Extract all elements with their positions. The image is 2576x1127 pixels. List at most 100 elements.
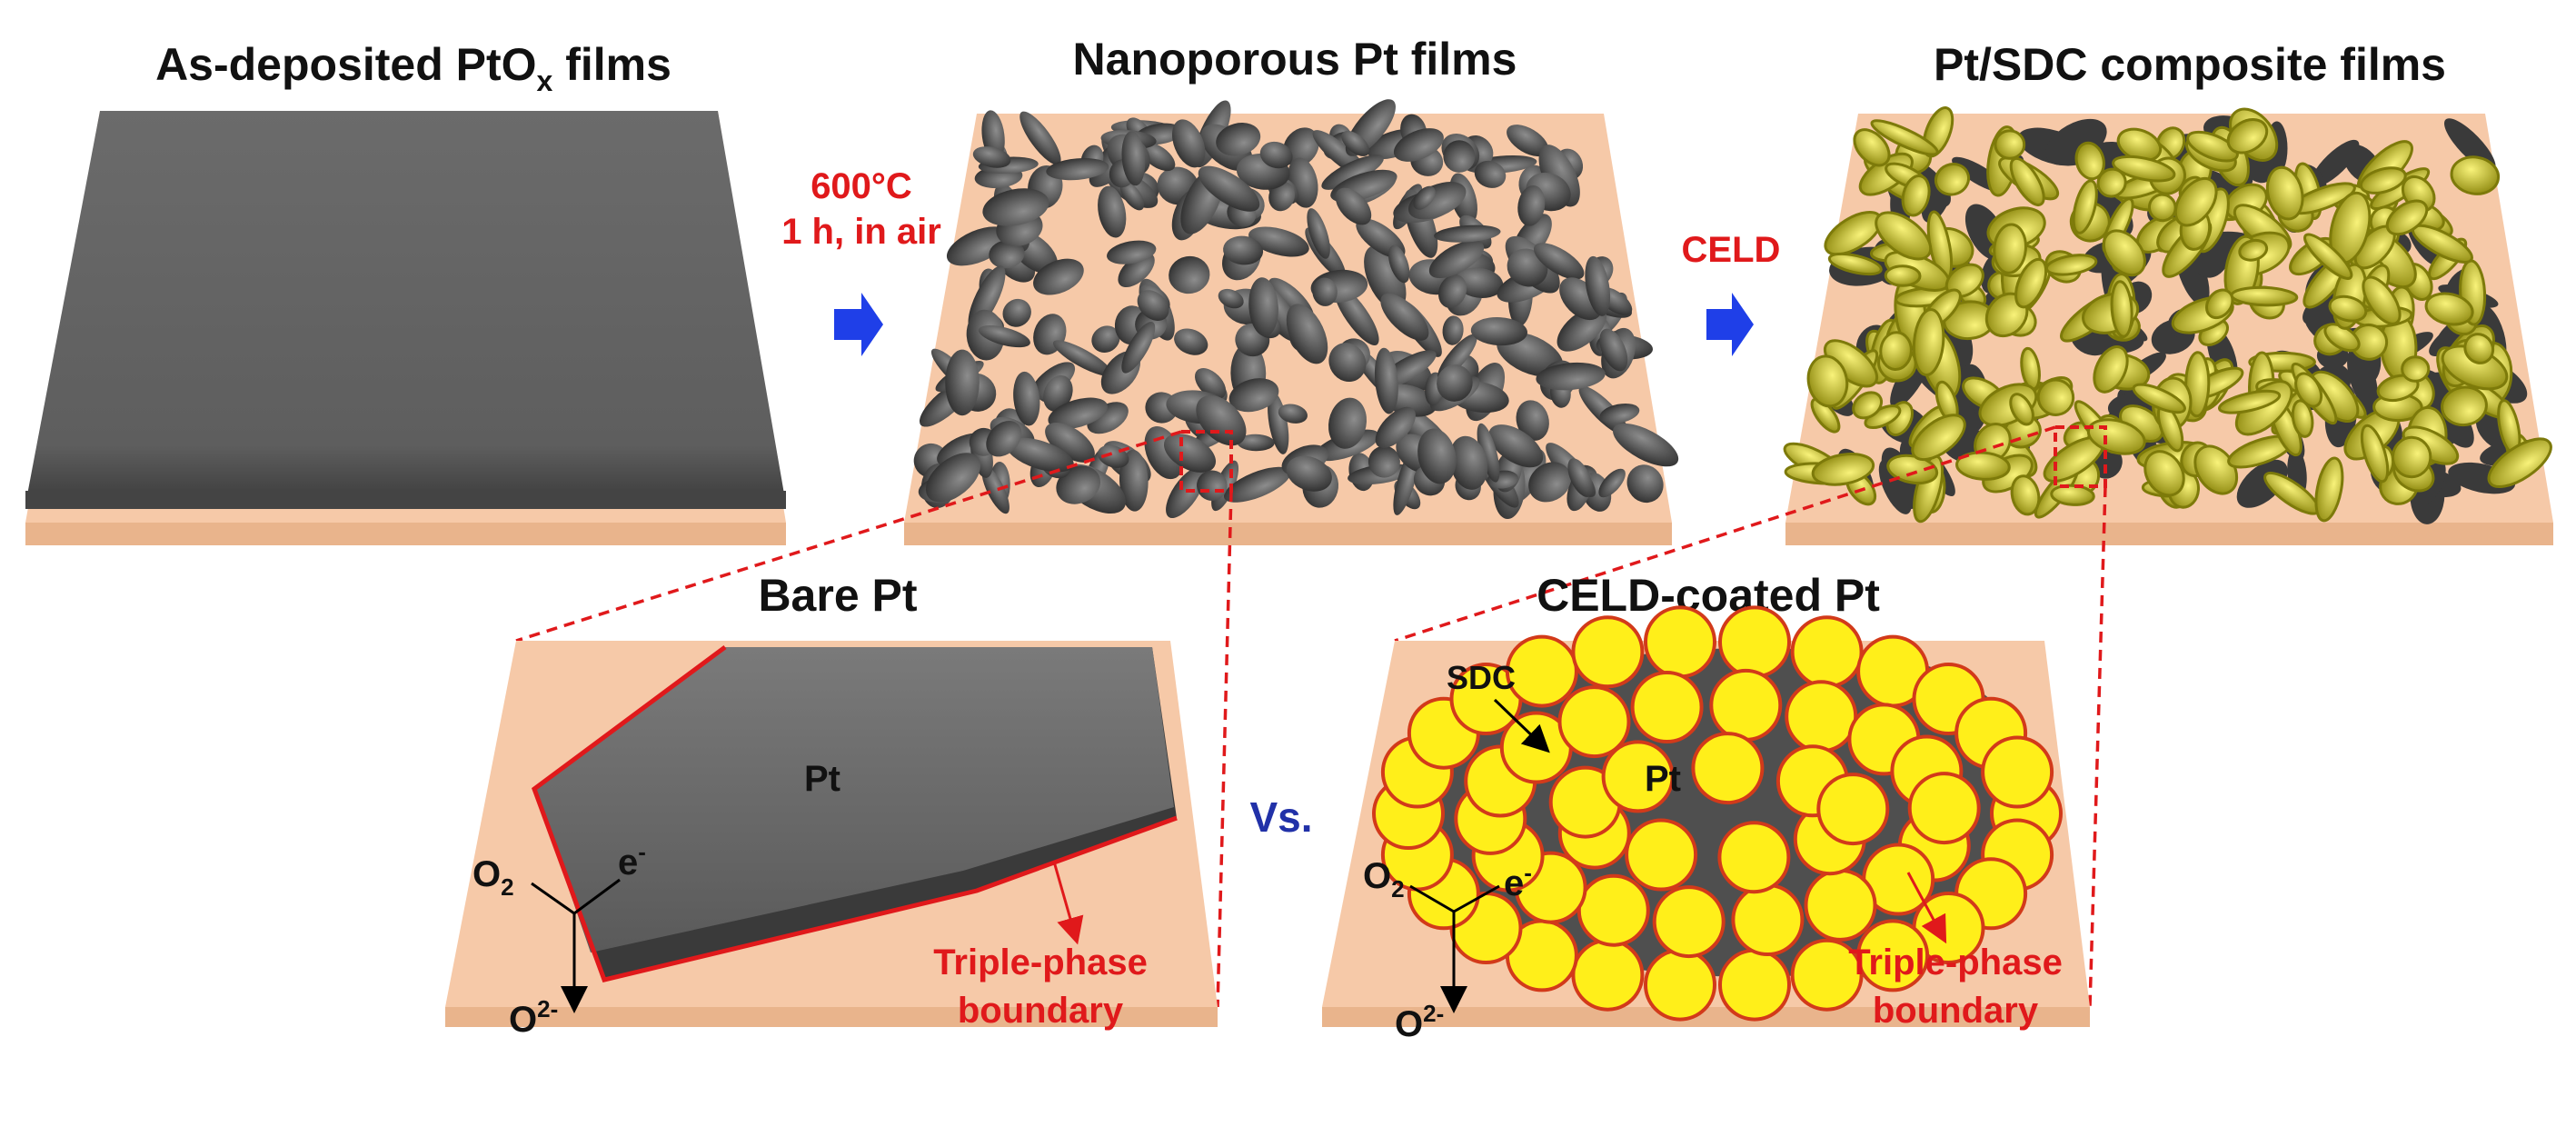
network-segment	[1626, 464, 1664, 504]
e-arrow-bare	[573, 878, 621, 915]
network-segment	[1091, 325, 1120, 353]
network-segment	[1119, 449, 1149, 512]
network-segment	[1388, 244, 1410, 284]
network-segment	[2102, 229, 2146, 277]
process-arrow-1	[834, 293, 883, 356]
sdc-particle	[1907, 772, 1981, 845]
network-segment	[1223, 235, 1264, 265]
network-segment	[1437, 364, 1473, 402]
sdc-particle	[1856, 919, 1930, 992]
network-segment	[1121, 322, 1156, 374]
network-segment	[2291, 399, 2314, 438]
network-segment	[1449, 435, 1488, 490]
network-segment	[1994, 129, 2026, 160]
network-segment	[2110, 280, 2133, 338]
network-segment	[1046, 157, 1109, 181]
network-segment	[2450, 155, 2501, 195]
network-segment	[1013, 371, 1040, 426]
network-segment	[1536, 362, 1606, 391]
sdc-particle	[1709, 668, 1783, 742]
sdc-particle	[1691, 732, 1765, 805]
sdc-particle	[1625, 818, 1698, 892]
network-segment	[1934, 163, 1971, 196]
network-segment	[1163, 434, 1217, 473]
network-segment	[978, 325, 1030, 348]
sdc-label: SDC	[1447, 659, 1516, 696]
network-segment	[1806, 354, 1849, 408]
sdc-particle	[1630, 671, 1704, 743]
panel-composite	[1783, 106, 2553, 545]
network-segment	[1599, 403, 1640, 424]
network-segment	[1321, 155, 1384, 190]
network-segment	[1884, 264, 1922, 287]
sdc-particle	[1790, 615, 1864, 689]
network-segment	[1516, 400, 1549, 441]
network-segment	[1002, 298, 1031, 327]
network-segment	[1993, 223, 2027, 274]
network-segment	[1413, 185, 1436, 210]
zoom-box-bare	[1179, 430, 1233, 493]
network-segment	[1870, 119, 1939, 156]
network-segment	[1417, 428, 1457, 484]
network-segment	[2010, 474, 2041, 516]
o2-label-bare: O2	[472, 854, 514, 901]
network-segment	[946, 226, 1010, 266]
network-segment	[1248, 226, 1309, 257]
tpb-label-coated-2: boundary	[1873, 991, 2039, 1031]
network-segment	[2424, 292, 2474, 326]
network-segment	[1810, 397, 1841, 434]
network-segment	[1488, 424, 1544, 468]
network-segment	[2303, 233, 2353, 280]
network-segment	[1335, 187, 1372, 225]
network-segment	[2093, 345, 2129, 394]
panel-as-deposited	[25, 111, 786, 545]
title-as-deposited: As-deposited PtOx films	[155, 39, 671, 97]
network-segment	[2376, 374, 2420, 403]
network-segment	[1912, 308, 1945, 377]
sdc-particle	[1644, 605, 1716, 679]
triple-phase-boundary-bare	[532, 644, 1178, 982]
sdc-particle	[1785, 680, 1858, 753]
network-segment	[2173, 176, 2218, 227]
network-segment	[2463, 333, 2495, 364]
zoom-line-bare-right	[1216, 490, 1233, 1008]
network-segment	[1137, 290, 1169, 321]
zoom-box-coated	[2054, 425, 2107, 488]
network-segment	[1107, 240, 1157, 264]
network-segment	[982, 188, 1049, 226]
substrate-side-bare	[445, 1007, 1218, 1027]
pt-label-bare: Pt	[804, 759, 840, 799]
network-segment	[1528, 462, 1572, 503]
tpb-label-coated-1: Triple-phase	[1848, 942, 2063, 982]
network-segment	[1033, 258, 1084, 295]
network-segment	[1328, 397, 1368, 449]
network-segment	[1139, 142, 1176, 172]
network-segment	[2294, 372, 2323, 408]
network-segment	[1045, 422, 1095, 463]
network-segment	[1119, 180, 1145, 211]
network-segment	[989, 240, 1025, 269]
network-segment	[1599, 328, 1628, 372]
network-segment	[1374, 347, 1398, 414]
network-segment	[1852, 391, 1884, 420]
network-segment	[1517, 185, 1546, 226]
network-segment	[1507, 125, 1549, 157]
panel-bare-pt: Pt O2 e- O2- Triple-phase boundary	[445, 641, 1218, 1040]
network-segment	[1019, 111, 1061, 165]
o2minus-label-bare: O2-	[509, 995, 558, 1040]
network-segment	[2147, 193, 2177, 223]
network-segment	[1443, 140, 1476, 173]
o2minus-label-coated: O2-	[1395, 1000, 1444, 1044]
network-segment	[2014, 257, 2048, 309]
network-segment	[2226, 118, 2269, 155]
network-segment	[1380, 293, 1429, 341]
network-segment	[1328, 343, 1367, 383]
network-segment	[2186, 130, 2239, 163]
network-segment	[1853, 128, 1891, 167]
network-segment	[1470, 317, 1527, 346]
network-segment	[2265, 165, 2304, 221]
substrate-side-coated	[1322, 1007, 2090, 1027]
sdc-particle	[1816, 773, 1890, 846]
network-segment	[2143, 450, 2185, 497]
